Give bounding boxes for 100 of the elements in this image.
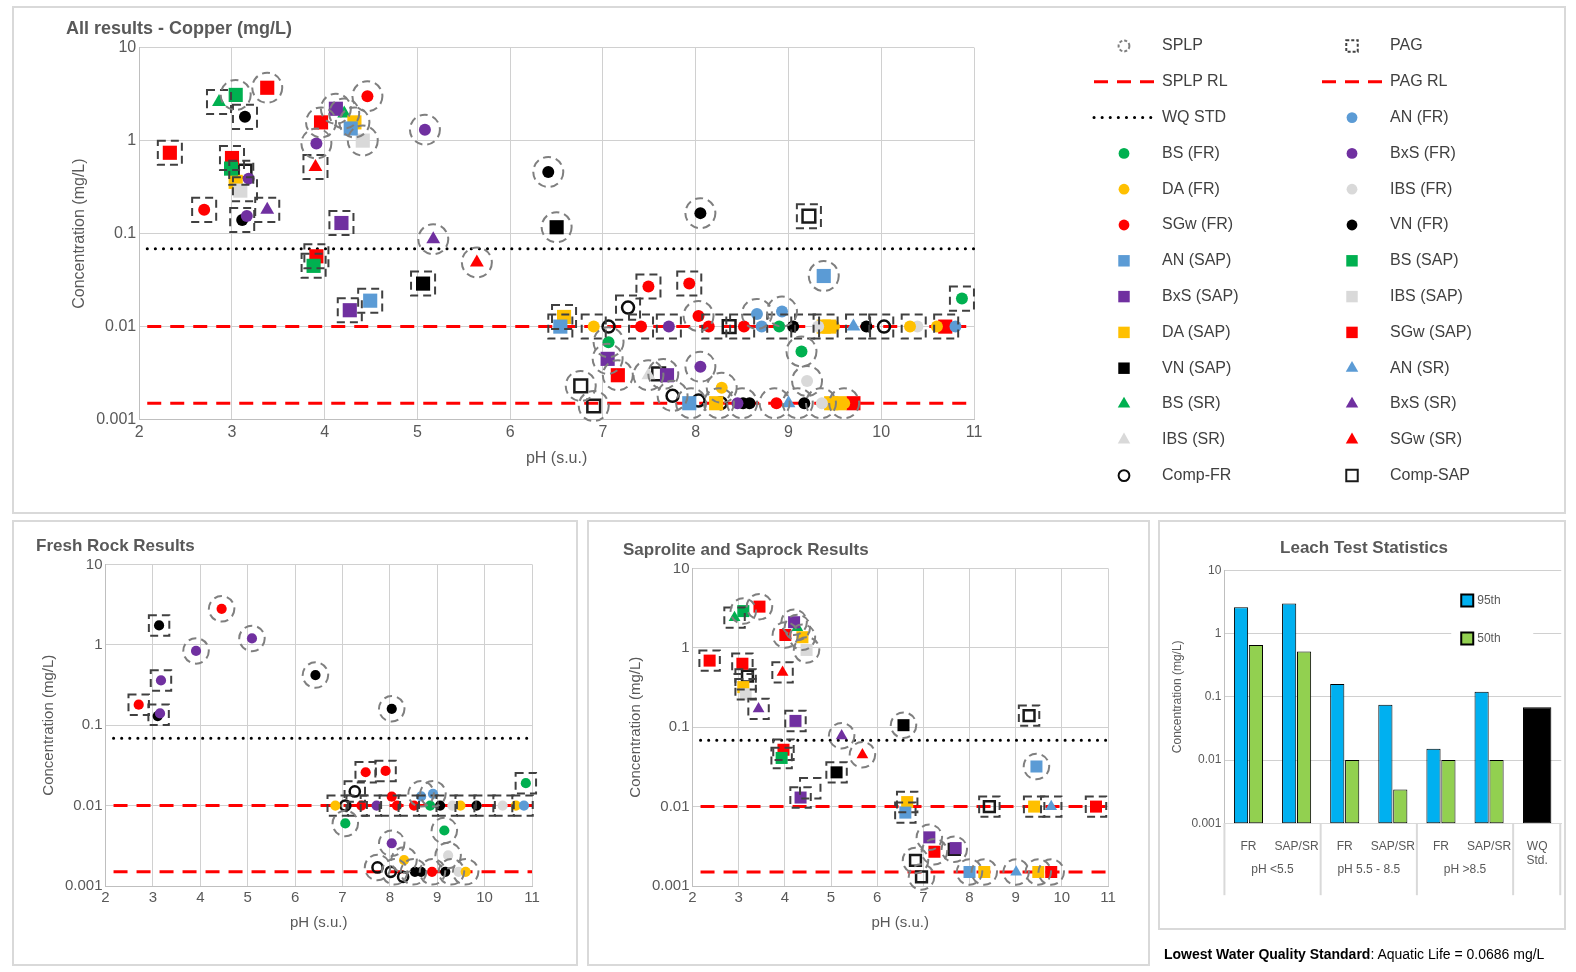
x-tick-label: 2	[101, 888, 110, 906]
legend-label: BS (SR)	[1162, 394, 1221, 412]
x-tick-label: 4	[196, 888, 205, 906]
x-tick-label: SAP/SR	[1467, 838, 1512, 853]
x-tick-label: 6	[873, 888, 882, 906]
y-axis-title: Concentration (mg/L)	[39, 654, 57, 796]
y-tick-label: 0.1	[1204, 689, 1222, 704]
legend-label: PAG RL	[1390, 72, 1448, 90]
chart-title: Fresh Rock Results	[36, 535, 195, 555]
y-tick-label: 0.01	[73, 795, 103, 813]
legend-label: SPLP	[1162, 36, 1203, 54]
x-axis-title: pH (s.u.)	[290, 913, 348, 931]
legend-label: AN (SAP)	[1162, 251, 1232, 269]
legend-label: SGw (FR)	[1162, 215, 1234, 233]
x-tick-label: 5	[826, 888, 836, 906]
x-tick-label: 9	[784, 422, 794, 440]
x-tick-label: 11	[524, 888, 540, 906]
legend-label: SGw (SAP)	[1390, 322, 1472, 340]
y-tick-label: 0.001	[651, 876, 690, 894]
x-tick-label: FR	[1240, 838, 1257, 853]
text: pH <5.5	[1251, 861, 1295, 876]
x-tick-label: 3	[734, 888, 743, 906]
x-tick-label: 5	[243, 888, 252, 906]
y-tick-label: 0.001	[1191, 815, 1222, 830]
y-tick-label: 1	[681, 637, 690, 655]
y-tick-label: 1	[127, 131, 137, 149]
y-tick-label: 0.001	[64, 876, 103, 894]
y-axis-title: Concentration (mg/L)	[1169, 640, 1184, 754]
legend-label: BxS (FR)	[1390, 143, 1456, 161]
x-axis-title: pH (s.u.)	[525, 448, 588, 466]
y-tick-label: 10	[85, 554, 103, 572]
chart-title: All results - Copper (mg/L)	[66, 17, 293, 38]
x-tick-label: 10	[872, 422, 891, 440]
x-tick-label: 9	[1011, 888, 1020, 906]
y-tick-label: 10	[672, 558, 690, 576]
legend-label: Comp-SAP	[1390, 466, 1471, 484]
x-tick-label: 4	[780, 888, 790, 906]
legend-label: IBS (FR)	[1390, 179, 1453, 197]
chart-title: Saprolite and Saprock Results	[623, 539, 869, 559]
legend-label: 50th	[1477, 630, 1501, 645]
legend-label: SGw (SR)	[1390, 430, 1462, 448]
y-tick-label: 1	[94, 634, 103, 652]
legend-label: IBS (SAP)	[1390, 287, 1463, 305]
legend-label: AN (FR)	[1390, 108, 1449, 126]
y-tick-label: 0.001	[96, 410, 137, 428]
x-tick-label: 8	[385, 888, 395, 906]
x-tick-label: 3	[227, 422, 237, 440]
x-tick-label: 11	[1100, 888, 1116, 906]
x-tick-label: 8	[965, 888, 974, 906]
x-tick-label: 10	[476, 888, 493, 906]
legend-label: VN (SAP)	[1162, 358, 1232, 376]
x-tick-label: FR	[1432, 838, 1450, 853]
y-tick-label: 10	[1208, 562, 1222, 577]
x-tick-label: 2	[688, 888, 697, 906]
x-tick-label: 9	[433, 888, 442, 906]
y-tick-label: 10	[118, 38, 137, 56]
x-tick-label: 6	[290, 888, 300, 906]
legend-label: Comp-FR	[1162, 466, 1232, 484]
y-tick-label: 0.1	[113, 224, 137, 242]
x-tick-label: 11	[965, 422, 983, 440]
legend-label: WQ STD	[1162, 108, 1226, 126]
legend-label: SPLP RL	[1162, 72, 1228, 90]
chart-title: Leach Test Statistics	[1280, 537, 1448, 557]
legend-label: BxS (SR)	[1390, 394, 1457, 412]
x-tick-label: SAP/SR	[1274, 838, 1319, 853]
y-tick-label: 0.1	[81, 715, 103, 733]
x-tick-label: 5	[413, 422, 423, 440]
y-tick-label: 0.01	[660, 796, 690, 814]
y-axis-title: Concentration (mg/L)	[70, 158, 88, 309]
x-tick-label: 8	[691, 422, 701, 440]
legend-label: PAG	[1390, 36, 1423, 54]
x-tick-label: 10	[1053, 888, 1071, 906]
legend-label: AN (SR)	[1390, 358, 1450, 376]
x-tick-label: 6	[505, 422, 515, 440]
y-tick-label: 0.1	[668, 717, 690, 735]
legend-label: BxS (SAP)	[1162, 287, 1239, 305]
x-tick-label: 7	[919, 888, 928, 906]
y-tick-label: 0.01	[105, 317, 137, 335]
x-tick-label: SAP/SR	[1370, 838, 1416, 853]
x-tick-label: 7	[338, 888, 347, 906]
text: pH 5.5 - 8.5	[1337, 861, 1401, 876]
legend-label: DA (FR)	[1162, 179, 1220, 197]
legend-label: 95th	[1477, 592, 1501, 607]
legend-label: VN (FR)	[1390, 215, 1449, 233]
x-tick-label: 3	[148, 888, 158, 906]
x-tick-label: 4	[320, 422, 330, 440]
legend-label: DA (SAP)	[1162, 322, 1231, 340]
legend-label: BS (FR)	[1162, 143, 1220, 161]
y-tick-label: 1	[1214, 625, 1222, 640]
text: Lowest Water Quality Standard: Aquatic Life = 0.0686 mg/L	[1164, 946, 1545, 962]
text: pH >8.5	[1443, 861, 1487, 876]
legend-label: BS (SAP)	[1390, 251, 1459, 269]
x-axis-title: pH (s.u.)	[871, 913, 930, 931]
x-tick-label: WQ Std.	[1526, 838, 1548, 868]
x-tick-label: FR	[1336, 838, 1354, 853]
y-tick-label: 0.01	[1198, 752, 1222, 767]
x-tick-label: 2	[134, 422, 144, 440]
x-tick-label: 7	[598, 422, 608, 440]
y-axis-title: Concentration (mg/L)	[626, 656, 644, 798]
legend-label: IBS (SR)	[1162, 430, 1226, 448]
